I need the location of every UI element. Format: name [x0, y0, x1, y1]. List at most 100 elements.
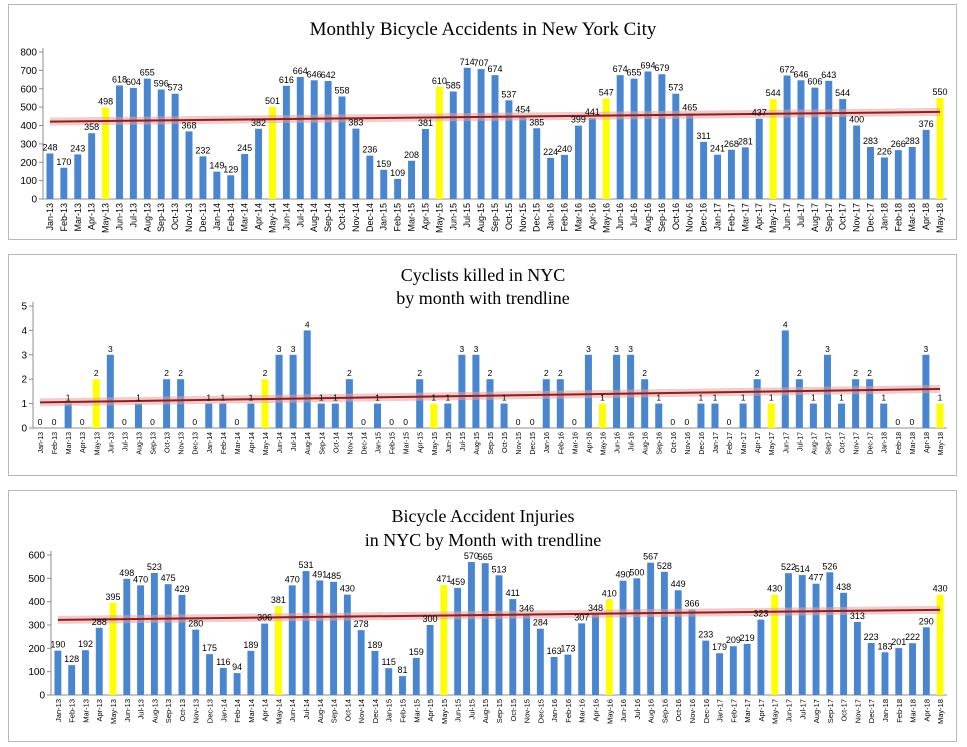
data-label: 190 [50, 640, 65, 650]
data-label: 0 [670, 417, 675, 427]
bar [302, 571, 310, 695]
bar [373, 403, 382, 428]
data-label: 240 [557, 144, 572, 154]
x-tick-label: Aug-17 [810, 203, 820, 232]
data-label: 189 [367, 640, 382, 650]
x-tick-label: Aug-16 [643, 432, 650, 455]
bar [134, 403, 142, 428]
x-tick-label: Aug-13 [142, 203, 152, 232]
data-label: 224 [543, 147, 558, 157]
data-label: 307 [574, 612, 589, 622]
x-tick-label: Mar-13 [73, 203, 83, 232]
data-label: 500 [629, 567, 644, 577]
bar [129, 88, 137, 199]
x-tick-label: Apr-14 [254, 203, 264, 230]
x-tick-label: Mar-13 [81, 699, 90, 723]
x-tick-label: May-15 [432, 432, 439, 455]
bar [219, 403, 227, 428]
x-tick-label: Jan-13 [45, 203, 55, 231]
data-label: 175 [202, 643, 217, 653]
data-label: 266 [891, 139, 906, 149]
bar [523, 614, 531, 695]
x-tick-label: May-18 [935, 203, 945, 233]
data-label: 2 [544, 368, 549, 378]
bar [781, 330, 789, 428]
x-tick-label: Dec-17 [866, 203, 876, 232]
bar [922, 627, 930, 695]
bar [894, 150, 902, 199]
bar [509, 599, 517, 695]
y-tick-label: 0 [31, 195, 37, 206]
data-label: 1 [136, 393, 141, 403]
data-label: 116 [216, 657, 230, 667]
bar [519, 115, 527, 199]
chart-injuries: Bicycle Accident Injuries in NYC by Month… [28, 506, 947, 724]
bar [767, 403, 775, 428]
bar [213, 171, 221, 199]
data-label: 208 [404, 150, 419, 160]
bar [505, 100, 513, 199]
data-label: 642 [321, 70, 336, 80]
x-tick-label: Feb-13 [68, 699, 77, 723]
data-label: 222 [905, 632, 920, 642]
data-label: 664 [293, 66, 308, 76]
data-label: 149 [209, 161, 224, 171]
x-tick-label: Mar-18 [910, 432, 917, 454]
chart-accidents: Monthly Bicycle Accidents in New York Ci… [20, 19, 948, 233]
data-label: 129 [223, 164, 238, 174]
bar [771, 594, 779, 695]
bar [394, 178, 402, 199]
trendline [57, 608, 941, 621]
data-label: 3 [628, 344, 633, 354]
x-tick-label: Mar-16 [573, 203, 583, 232]
trendline [40, 387, 940, 404]
data-label: 400 [849, 115, 864, 125]
x-tick-label: Jan-13 [38, 432, 45, 454]
x-tick-label: Jun-17 [782, 203, 792, 231]
y-tick-label: 0 [21, 424, 27, 435]
data-label: 438 [836, 582, 851, 592]
x-tick-label: Jun-13 [123, 699, 132, 722]
x-tick-label: Oct-16 [674, 699, 683, 722]
data-label: 465 [682, 103, 697, 113]
x-tick-label: May-15 [440, 699, 449, 724]
data-label: 2 [94, 368, 99, 378]
x-tick-label: Apr-14 [261, 699, 270, 722]
x-tick-label: Jan-17 [713, 203, 723, 231]
bar [867, 642, 875, 695]
data-label: 550 [933, 87, 948, 97]
bar [658, 74, 666, 199]
data-label: 1 [220, 393, 225, 403]
data-label: 383 [348, 118, 363, 128]
data-label: 109 [390, 168, 405, 178]
x-tick-label: Feb-18 [896, 432, 903, 454]
bar [449, 91, 457, 199]
x-tick-label: Nov-15 [523, 699, 532, 723]
x-tick-label: Nov-17 [852, 203, 862, 232]
y-tick-label: 600 [28, 551, 45, 562]
data-label: 573 [168, 83, 183, 93]
x-tick-label: Aug-16 [647, 699, 656, 723]
data-label: 1 [375, 393, 380, 403]
bar [739, 403, 747, 428]
bar [178, 594, 186, 695]
bar [757, 619, 765, 695]
data-label: 209 [726, 635, 741, 645]
x-tick-label: Sep-16 [657, 203, 667, 232]
x-tick-label: Mar-13 [66, 432, 73, 454]
x-tick-label: Feb-15 [399, 699, 408, 723]
data-label: 3 [586, 344, 591, 354]
data-label: 3 [277, 344, 282, 354]
data-label: 1 [206, 393, 211, 403]
data-label: 674 [613, 64, 628, 74]
x-tick-label: Mar-14 [235, 432, 242, 454]
x-tick-label: Nov-17 [853, 699, 862, 723]
bar [116, 85, 123, 199]
x-tick-label: Jun-14 [277, 432, 284, 454]
x-tick-label: Nov-14 [351, 203, 361, 232]
data-label: 1 [66, 393, 71, 403]
bar [247, 403, 255, 428]
x-tick-label: Oct-16 [671, 432, 678, 453]
bar [106, 354, 114, 428]
data-label: 646 [307, 69, 322, 79]
